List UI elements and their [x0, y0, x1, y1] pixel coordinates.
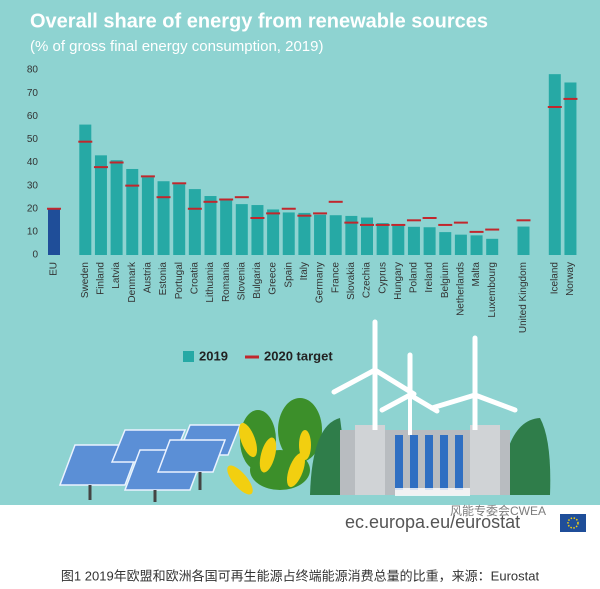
bar: [220, 198, 233, 255]
x-tick-label: Cyprus: [377, 262, 388, 294]
legend-label: 2019: [199, 348, 228, 363]
illustration: [58, 319, 551, 502]
bar: [204, 196, 217, 255]
x-tick-label: Iceland: [549, 262, 560, 294]
bar: [470, 235, 483, 255]
x-tick-label: Portugal: [174, 262, 185, 299]
x-tick-label: Finland: [96, 262, 107, 295]
x-tick-label: Slovenia: [236, 262, 247, 301]
bar: [345, 215, 358, 255]
bar: [110, 160, 123, 255]
x-tick-label: Luxembourg: [487, 262, 498, 318]
x-tick-label: Czechia: [362, 262, 373, 299]
chart-subtitle: (% of gross final energy consumption, 20…: [30, 38, 324, 55]
bar: [423, 227, 436, 255]
bar: [251, 205, 264, 255]
bar: [564, 82, 577, 255]
source: ec.europa.eu/eurostat: [345, 512, 520, 532]
x-tick-label: Lithuania: [205, 262, 216, 303]
y-tick-label: 80: [27, 65, 39, 76]
bar: [173, 184, 186, 255]
y-tick-label: 30: [27, 180, 39, 191]
y-tick-label: 50: [27, 134, 39, 145]
bar: [486, 238, 499, 255]
y-tick-label: 70: [27, 88, 39, 99]
bar: [126, 168, 139, 255]
x-tick-label: Malta: [471, 262, 482, 287]
x-tick-label: Poland: [409, 262, 420, 293]
bar: [79, 124, 92, 255]
bar: [141, 177, 154, 255]
bar: [188, 189, 201, 255]
bar: [548, 74, 561, 255]
x-tick-label: France: [330, 262, 341, 294]
bar: [235, 204, 248, 255]
bar: [267, 209, 280, 255]
x-tick-label: Belgium: [440, 262, 451, 298]
chart-title: Overall share of energy from renewable s…: [30, 10, 488, 32]
bar: [376, 223, 389, 255]
y-tick-label: 10: [27, 227, 39, 238]
x-tick-label: Denmark: [127, 261, 138, 303]
bar: [94, 155, 107, 255]
bar: [48, 209, 60, 255]
x-tick-label: EU: [49, 262, 60, 276]
x-tick-label: Bulgaria: [252, 262, 263, 299]
y-tick-label: 0: [32, 250, 38, 261]
x-tick-label: Norway: [565, 262, 576, 296]
legend-label: 2020 target: [264, 348, 333, 363]
x-tick-label: Latvia: [111, 262, 122, 289]
bar: [439, 232, 452, 255]
x-tick-label: Ireland: [424, 262, 435, 293]
x-tick-label: Estonia: [158, 262, 169, 296]
x-tick-label: Austria: [143, 262, 154, 294]
bar: [329, 215, 342, 255]
legend-swatch: [183, 351, 194, 362]
x-tick-label: Slovakia: [346, 262, 357, 300]
bar: [407, 226, 420, 255]
y-tick-label: 60: [27, 111, 39, 122]
y-tick-label: 40: [27, 157, 39, 168]
bar: [298, 212, 311, 255]
x-tick-label: Romania: [221, 262, 232, 302]
x-tick-label: Greece: [268, 262, 279, 295]
x-tick-label: Sweden: [80, 262, 91, 298]
bar: [361, 217, 373, 255]
x-tick-label: Croatia: [189, 262, 200, 295]
x-tick-label: Germany: [315, 262, 326, 303]
bar: [392, 225, 405, 255]
watermark: 风能专委会CWEA: [450, 503, 546, 518]
caption: 图1 2019年欧盟和欧洲各国可再生能源占终端能源消费总量的比重，来源：Euro…: [61, 568, 540, 583]
x-tick-label: Hungary: [393, 262, 404, 300]
x-tick-label: Netherlands: [456, 262, 467, 316]
x-tick-label: United Kingdom: [518, 262, 529, 333]
x-tick-label: Spain: [283, 262, 294, 288]
eu-flag: [560, 514, 586, 532]
eu-flag-stars: [567, 517, 579, 529]
bar: [157, 181, 170, 255]
bar: [454, 234, 467, 255]
x-tick-label: Italy: [299, 262, 310, 280]
bar: [282, 212, 295, 255]
y-tick-label: 20: [27, 203, 39, 214]
bar: [314, 214, 327, 255]
bar: [517, 226, 530, 255]
